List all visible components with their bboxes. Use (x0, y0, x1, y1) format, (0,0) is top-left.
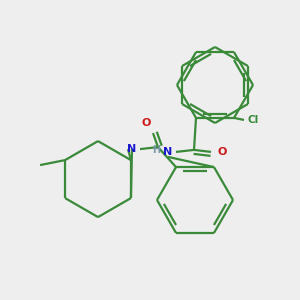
Text: N: N (164, 147, 172, 157)
Text: Cl: Cl (248, 115, 259, 125)
Text: H: H (152, 145, 160, 155)
Text: N: N (128, 144, 136, 154)
Text: O: O (141, 118, 151, 128)
Text: O: O (218, 147, 227, 157)
